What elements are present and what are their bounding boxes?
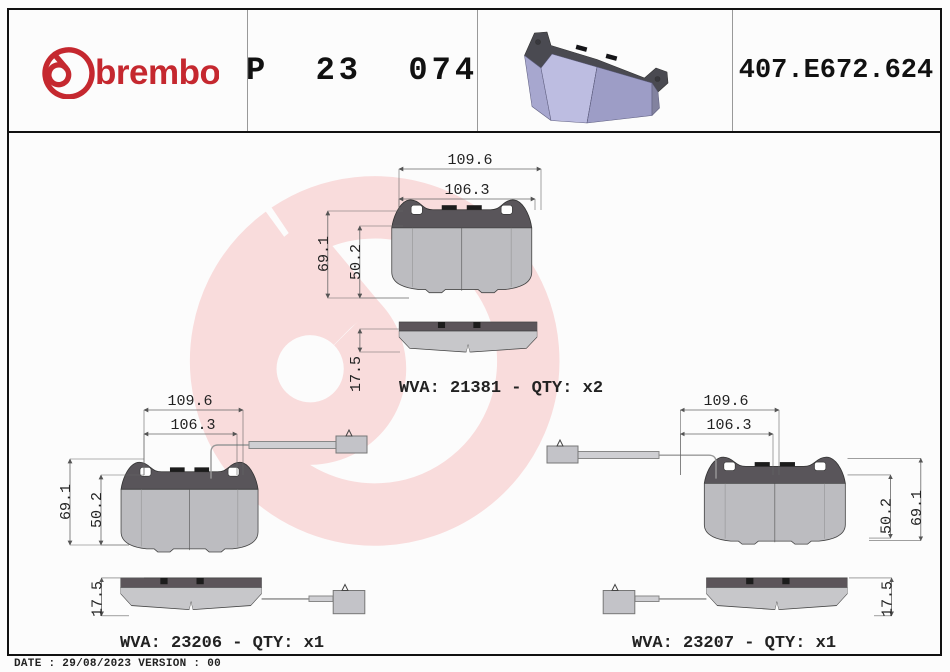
svg-text:106.3: 106.3 xyxy=(706,417,751,434)
svg-text:69.1: 69.1 xyxy=(909,490,926,526)
svg-text:WVA: 23206 - QTY: x1: WVA: 23206 - QTY: x1 xyxy=(120,634,324,653)
svg-text:50.2: 50.2 xyxy=(89,492,106,528)
svg-text:50.2: 50.2 xyxy=(879,498,896,534)
svg-text:69.1: 69.1 xyxy=(316,236,333,272)
svg-text:brembo: brembo xyxy=(95,53,219,92)
svg-text:109.6: 109.6 xyxy=(447,152,492,169)
svg-text:69.1: 69.1 xyxy=(58,484,75,520)
svg-text:17.5: 17.5 xyxy=(348,356,365,392)
svg-text:50.2: 50.2 xyxy=(348,244,365,280)
svg-text:106.3: 106.3 xyxy=(170,417,215,434)
svg-text:17.5: 17.5 xyxy=(90,581,107,617)
svg-text:17.5: 17.5 xyxy=(880,581,897,617)
svg-text:106.3: 106.3 xyxy=(444,182,489,199)
svg-text:WVA: 21381 - QTY: x2: WVA: 21381 - QTY: x2 xyxy=(399,379,603,398)
svg-text:WVA: 23207 - QTY: x1: WVA: 23207 - QTY: x1 xyxy=(632,634,836,653)
svg-text:109.6: 109.6 xyxy=(703,393,748,410)
svg-text:109.6: 109.6 xyxy=(167,393,212,410)
